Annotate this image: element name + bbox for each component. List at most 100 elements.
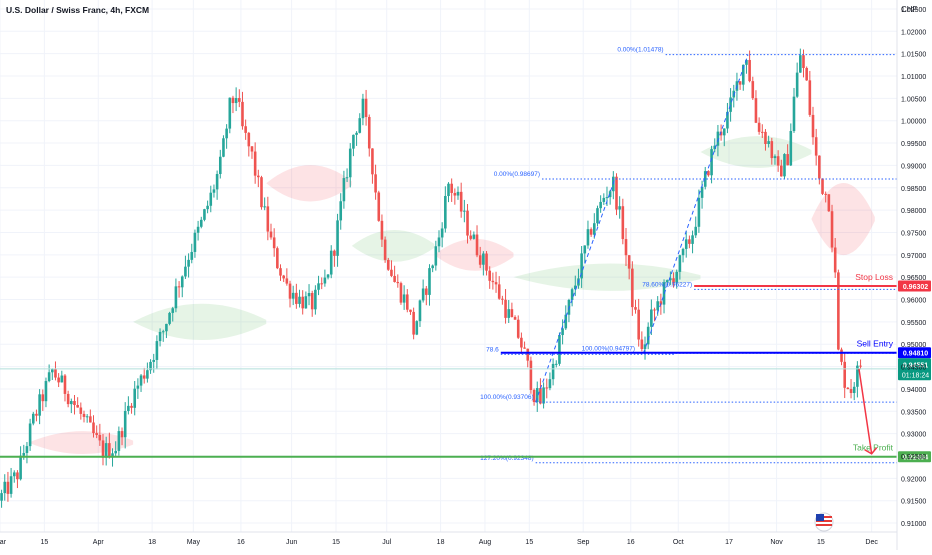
candle-body <box>50 369 54 373</box>
fib-level-label: 100.00%(0.93706) <box>480 394 534 401</box>
candle-body <box>250 146 254 152</box>
candle-body <box>320 283 324 285</box>
candle-body <box>501 298 504 300</box>
candle-body <box>412 311 415 335</box>
candle-body <box>234 98 238 104</box>
candle-body <box>681 248 685 256</box>
candle-body <box>212 189 216 193</box>
y-tick-label: 0.92000 <box>901 476 926 483</box>
y-tick-label: 1.02000 <box>901 29 926 36</box>
candle-body <box>428 268 431 295</box>
candle-body <box>526 348 530 361</box>
candle-body <box>120 431 124 438</box>
candle-body <box>136 385 140 389</box>
candle-body <box>108 443 111 458</box>
candle-body <box>304 296 308 309</box>
x-tick-label: 15 <box>40 539 48 546</box>
candle-body <box>437 237 441 247</box>
candle-body <box>707 171 710 176</box>
candle-body <box>6 481 10 494</box>
candle-body <box>16 472 19 480</box>
candle-body <box>111 453 114 458</box>
candle-body <box>846 387 850 390</box>
candle-body <box>764 131 767 144</box>
candle-body <box>190 251 194 260</box>
candle-body <box>814 137 818 156</box>
candle-body <box>295 292 298 304</box>
candle-body <box>488 270 492 281</box>
trade-level-price-text: 0.92484 <box>903 455 928 462</box>
candle-body <box>386 259 390 270</box>
candle-body <box>127 405 130 411</box>
candle-body <box>180 276 184 288</box>
y-tick-label: 0.99000 <box>901 163 926 170</box>
candle-body <box>276 248 279 269</box>
candle-body <box>783 154 786 177</box>
candle-body <box>193 232 197 252</box>
x-tick-label: Nov <box>770 539 783 546</box>
candle-body <box>827 194 831 212</box>
candle-body <box>285 278 289 284</box>
candle-body <box>726 111 729 129</box>
candle-body <box>754 98 758 123</box>
candle-body <box>615 176 618 210</box>
x-tick-label: 18 <box>148 539 156 546</box>
candle-body <box>405 294 409 310</box>
candle-body <box>35 413 38 416</box>
fibonacci-levels[interactable]: 0.00%(1.01478)0.00%(0.98697)78.60%(0.962… <box>480 47 897 464</box>
x-tick-label: 15 <box>332 539 340 546</box>
candle-body <box>146 370 149 379</box>
candle-body <box>669 278 672 281</box>
candle-body <box>558 335 561 364</box>
candle-body <box>570 289 574 300</box>
candle-body <box>678 255 682 272</box>
candle-body <box>741 64 745 85</box>
candles <box>0 48 862 508</box>
candle-body <box>799 55 802 73</box>
y-tick-label: 0.91000 <box>901 521 926 528</box>
candle-body <box>472 234 476 239</box>
candle-body <box>770 141 774 159</box>
candle-body <box>780 165 783 177</box>
candle-body <box>60 375 64 383</box>
candle-body <box>745 59 748 65</box>
candle-body <box>697 197 701 227</box>
y-tick-label: 1.00500 <box>901 96 926 103</box>
candle-body <box>301 296 304 309</box>
candle-body <box>757 122 761 132</box>
x-tick-label: 15 <box>525 539 533 546</box>
candle-body <box>418 300 422 322</box>
candle-body <box>450 183 453 193</box>
candle-body <box>415 321 419 335</box>
y-tick-label: 1.02500 <box>901 7 926 14</box>
candle-body <box>155 341 159 360</box>
candle-body <box>314 289 317 310</box>
x-tick-label: Oct <box>673 539 684 546</box>
candle-body <box>837 272 840 350</box>
candle-body <box>161 331 165 333</box>
candle-body <box>802 55 805 68</box>
y-tick-label: 0.93000 <box>901 432 926 439</box>
candle-body <box>98 434 102 441</box>
candle-body <box>66 393 70 405</box>
candle-body <box>529 360 533 390</box>
candle-body <box>684 239 688 249</box>
chart-title: U.S. Dollar / Swiss Franc, 4h, FXCM <box>6 5 149 15</box>
candle-body <box>380 220 384 240</box>
candle-body <box>47 372 51 382</box>
candle-body <box>383 239 387 260</box>
fib-trend-line <box>642 54 749 354</box>
candle-body <box>599 201 602 209</box>
candle-body <box>710 149 713 176</box>
candle-body <box>82 413 86 417</box>
candle-body <box>554 363 558 365</box>
candle-body <box>361 98 365 119</box>
trade-levels[interactable]: Stop Loss 0.96302 Sell Entry 0.94810 Take Pr… <box>0 272 931 463</box>
candle-body <box>367 116 371 149</box>
candle-body <box>63 375 67 394</box>
candle-body <box>272 237 276 249</box>
candle-body <box>377 192 381 221</box>
candle-body <box>840 349 843 362</box>
